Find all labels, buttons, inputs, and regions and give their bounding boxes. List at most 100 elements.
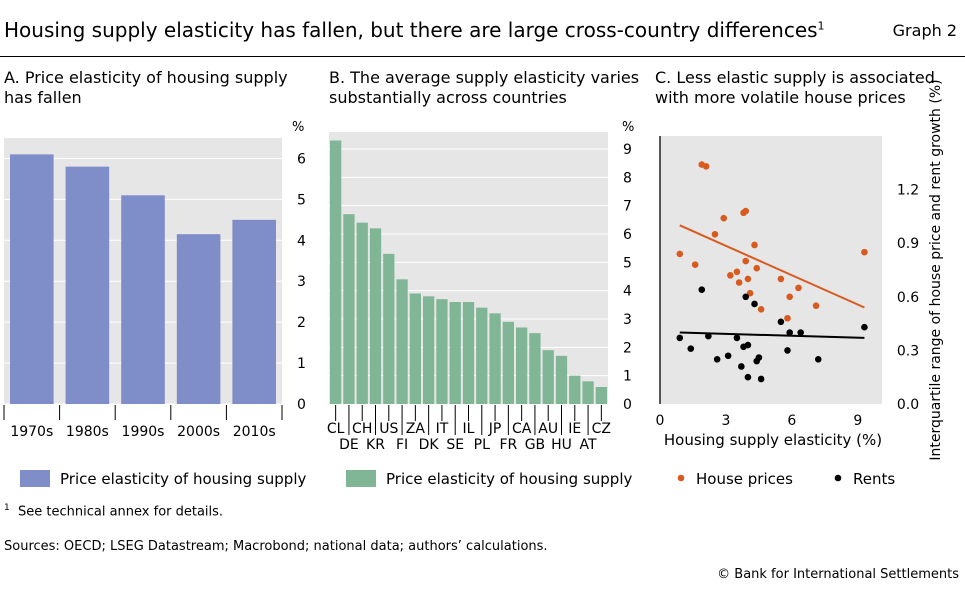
graph-number: Graph 2 bbox=[892, 21, 957, 40]
panel-b-x-tick-label: GB bbox=[525, 437, 545, 453]
panel-c-scatter-point bbox=[744, 373, 752, 381]
panel-b-y-tick-label: 8 bbox=[623, 170, 632, 186]
panel-c-y-tick-label: 0.6 bbox=[897, 290, 919, 306]
panel-c-scatter-point bbox=[786, 293, 793, 301]
panel-c-scatter-point bbox=[814, 356, 822, 363]
panel-b-bar bbox=[423, 296, 435, 404]
panel-c-scatter-point bbox=[757, 306, 765, 313]
panel-c-scatter-point bbox=[713, 356, 721, 363]
panel-b-title: B. The average supply elasticity varies … bbox=[329, 68, 640, 107]
panel-c-scatter-point bbox=[744, 275, 752, 283]
panel-c-y-tick-label: 1.2 bbox=[897, 183, 919, 199]
panel-b-bar bbox=[343, 214, 355, 404]
chart-title: Housing supply elasticity has fallen, bu… bbox=[4, 18, 825, 42]
panel-b-y-tick-label: 0 bbox=[623, 397, 632, 413]
panel-b-bar bbox=[449, 302, 461, 404]
panel-b-x-tick-label: IL bbox=[463, 421, 475, 437]
panel-c-scatter-point bbox=[786, 329, 793, 336]
panel-b-y-tick-label: 9 bbox=[623, 142, 632, 158]
panel-c-scatter-point bbox=[797, 329, 804, 336]
panel-b-bar bbox=[409, 293, 421, 404]
panel-b-legend-swatch bbox=[346, 470, 376, 487]
panel-b-x-tick-label: KR bbox=[366, 437, 385, 453]
panel-b-x-tick-label: CZ bbox=[592, 421, 611, 437]
panel-b-bar bbox=[383, 253, 395, 404]
panel-b-x-tick-label: DE bbox=[339, 437, 359, 453]
panel-c-scatter-point bbox=[742, 257, 750, 265]
panel-c-scatter-point bbox=[746, 289, 754, 297]
panel-b-bar bbox=[489, 313, 501, 404]
panel-b-x-tick-label: CH bbox=[352, 421, 372, 437]
panel-c-scatter-point bbox=[720, 214, 728, 222]
panel-b-bar bbox=[462, 302, 475, 404]
panel-c-scatter-point bbox=[735, 279, 743, 286]
panel-b-bar bbox=[529, 333, 541, 404]
panel-a-bar bbox=[121, 195, 165, 404]
panel-c-scatter-point bbox=[733, 268, 741, 276]
panel-a-legend-label: Price elasticity of housing supply bbox=[60, 470, 306, 488]
footnote-text: See technical annex for details. bbox=[18, 504, 224, 520]
panel-a-x-tick-label: 2010s bbox=[233, 424, 276, 440]
panel-b-bar bbox=[476, 307, 488, 404]
panel-b-y-unit: % bbox=[622, 120, 634, 135]
panel-c-legend-marker bbox=[834, 474, 842, 482]
panel-b-bar bbox=[555, 355, 568, 404]
title-footnote-marker: 1 bbox=[817, 19, 825, 33]
chart-title-text: Housing supply elasticity has fallen, bu… bbox=[4, 18, 818, 42]
panel-b-bar bbox=[356, 222, 368, 404]
panel-c-title: C. Less elastic supply is associated wit… bbox=[655, 68, 935, 107]
panel-c-scatter-point bbox=[777, 318, 785, 326]
panel-a-y-tick-label: 1 bbox=[297, 356, 306, 372]
panel-b-y-tick-label: 7 bbox=[623, 199, 632, 215]
panel-c-legend-marker bbox=[677, 474, 685, 482]
panel-a-bar bbox=[232, 219, 276, 404]
panel-b-x-tick-label: IE bbox=[568, 421, 581, 437]
panel-b-bar bbox=[542, 350, 554, 404]
panel-c-x-tick-label: 6 bbox=[787, 413, 796, 429]
panel-b-bar bbox=[582, 381, 594, 404]
panel-b-x-tick-label: US bbox=[379, 421, 398, 437]
panel-c-scatter-point bbox=[711, 230, 719, 238]
copyright: © Bank for International Settlements bbox=[717, 567, 959, 582]
panel-c-scatter-point bbox=[676, 250, 684, 258]
panel-c-x-axis-label: Housing supply elasticity (%) bbox=[664, 431, 882, 449]
panel-b-x-tick-label: FI bbox=[396, 437, 408, 453]
panel-b-x-tick-label: AU bbox=[538, 421, 558, 437]
panel-a-y-tick-label: 5 bbox=[297, 192, 306, 208]
panel-c-plot-area bbox=[660, 136, 882, 404]
panel-b-x-tick-label: ZA bbox=[406, 421, 426, 437]
panel-a-x-tick-label: 1990s bbox=[122, 424, 165, 440]
panel-a-legend-swatch bbox=[20, 470, 50, 487]
panel-a-bar bbox=[10, 154, 54, 404]
panel-b-bar bbox=[330, 140, 342, 404]
panel-b-x-tick-label: FR bbox=[499, 437, 517, 453]
panel-b-x-tick-label: IT bbox=[436, 421, 449, 437]
panel-c-scatter-point bbox=[861, 323, 868, 331]
panel-b-bar bbox=[369, 228, 382, 404]
panel-b-y-tick-label: 6 bbox=[623, 227, 632, 243]
panel-c-scatter-point bbox=[698, 286, 706, 293]
panel-b-bar bbox=[396, 279, 408, 404]
panel-a-x-tick-label: 2000s bbox=[177, 424, 220, 440]
panel-b-bar bbox=[569, 375, 581, 404]
panel-a-y-unit: % bbox=[292, 120, 304, 135]
panel-b-bar bbox=[595, 387, 607, 404]
panel-b-bar bbox=[436, 299, 448, 404]
title-rule bbox=[0, 56, 965, 57]
panel-c-trend-line bbox=[679, 331, 865, 339]
panel-c-trend-line bbox=[679, 224, 865, 309]
sources-note: Sources: OECD; LSEG Datastream; Macrobon… bbox=[4, 539, 548, 554]
panel-b-y-tick-label: 2 bbox=[623, 340, 632, 356]
footnote: 1 See technical annex for details. bbox=[4, 503, 223, 519]
panel-c-scatter-point bbox=[742, 207, 750, 215]
panel-b-bar bbox=[502, 321, 514, 404]
panel-a-bar bbox=[176, 234, 221, 404]
panel-c-scatter-point bbox=[751, 300, 758, 308]
panel-b-x-tick-label: SE bbox=[446, 437, 464, 453]
panel-c-scatter-point bbox=[784, 347, 791, 354]
panel-c-scatter-point bbox=[738, 363, 745, 370]
panel-c-scatter-point bbox=[702, 163, 710, 170]
panel-a-y-tick-label: 4 bbox=[297, 233, 306, 249]
footnote-marker: 1 bbox=[4, 503, 10, 513]
